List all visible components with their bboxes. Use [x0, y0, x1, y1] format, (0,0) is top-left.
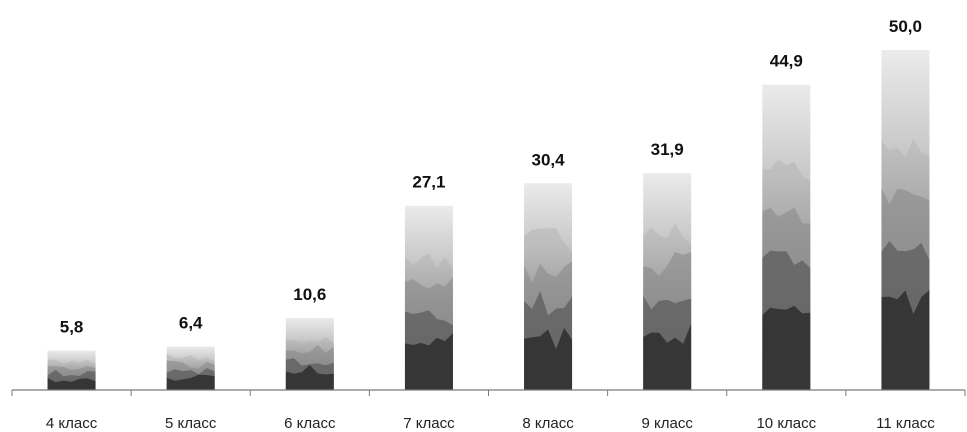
bar-group — [643, 173, 692, 390]
value-labels-layer: 5,8 6,4 10,6 27,1 30,4 31,9 44,9 50,0 — [60, 17, 922, 337]
bar-texture — [166, 353, 215, 390]
bar-texture — [47, 359, 96, 390]
x-tick-label: 6 класс — [284, 415, 336, 432]
data-label: 10,6 — [293, 285, 326, 304]
bar-texture — [881, 139, 930, 390]
data-label: 31,9 — [651, 140, 684, 159]
bar-group — [404, 205, 453, 390]
bar-group — [166, 346, 215, 390]
x-tick-label: 5 класс — [165, 415, 217, 432]
x-tick-label: 4 класс — [46, 415, 98, 432]
bar-group — [881, 50, 930, 390]
data-label: 30,4 — [532, 150, 566, 169]
bar-group — [47, 350, 96, 390]
x-tick-label: 8 класс — [522, 415, 574, 432]
data-label: 5,8 — [60, 318, 84, 337]
bar-group — [762, 84, 811, 391]
bar-group — [285, 317, 334, 390]
bar-texture — [285, 336, 334, 390]
x-axis: 4 класс 5 класс 6 класс 7 класс 8 класс 9 кла… — [11, 389, 966, 432]
data-label: 44,9 — [770, 52, 803, 71]
x-tick-label: 11 класс — [876, 415, 935, 432]
bar-texture — [524, 228, 573, 390]
data-label: 50,0 — [889, 17, 922, 36]
data-label: 27,1 — [412, 173, 445, 192]
x-tick-label: 7 класс — [403, 415, 455, 432]
bars-layer — [47, 50, 930, 391]
bar-texture — [762, 159, 811, 390]
bar-texture — [643, 223, 692, 390]
x-tick-label: 10 класс — [756, 415, 816, 432]
bar-texture — [404, 253, 453, 390]
x-tick-label: 9 класс — [642, 415, 694, 432]
bar-group — [524, 183, 573, 390]
data-label: 6,4 — [179, 313, 203, 332]
